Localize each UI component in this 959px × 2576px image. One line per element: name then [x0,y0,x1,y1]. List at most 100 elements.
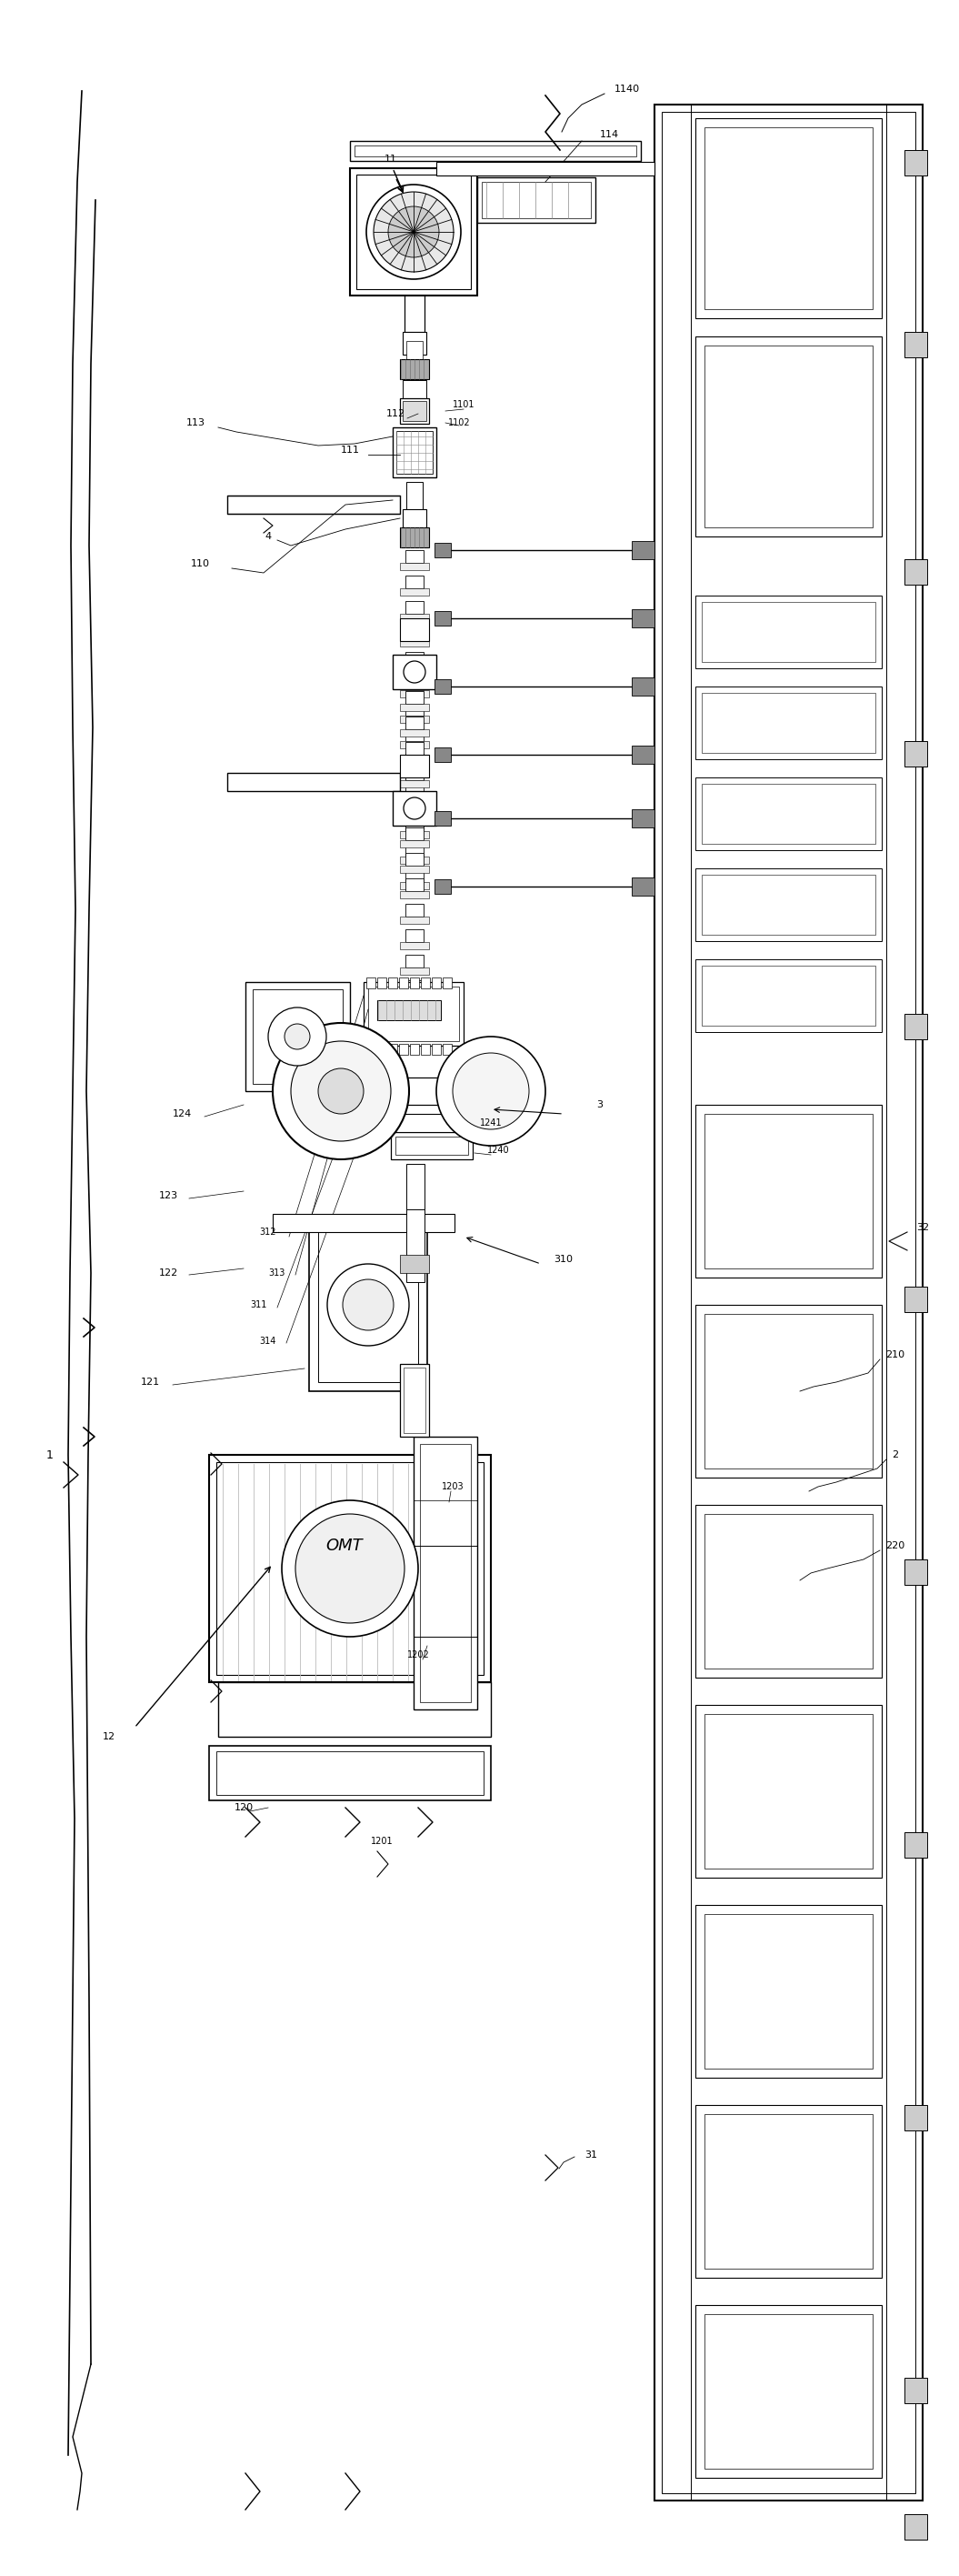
Bar [434,811,451,827]
Bar [309,1218,427,1391]
Bar [407,1164,425,1208]
Bar [400,866,429,873]
Bar [400,881,429,889]
Bar [405,296,425,332]
Bar [400,832,429,837]
Bar [403,332,427,355]
Bar [654,106,923,2501]
Bar [337,1077,496,1105]
Bar [904,1015,927,1038]
Text: 121: 121 [140,1378,159,1386]
Text: 3: 3 [596,1100,603,1110]
Bar [632,809,654,827]
Bar [695,2105,881,2277]
Bar [702,603,876,662]
Bar [695,1105,881,1278]
Bar [400,1255,429,1273]
Bar [318,1229,418,1383]
Bar [400,716,429,724]
Bar [443,976,452,989]
Bar [400,703,429,711]
Text: 1241: 1241 [480,1118,503,1128]
Bar [904,559,927,585]
Bar [407,482,423,510]
Bar [400,768,429,773]
Bar [702,966,876,1025]
Bar [695,868,881,940]
Bar [357,175,471,289]
Bar [400,755,429,762]
Text: 4: 4 [265,531,271,541]
Bar [702,876,876,935]
Bar [632,608,654,629]
Bar [695,778,881,850]
Circle shape [404,662,426,683]
Bar [400,943,429,951]
Bar [695,688,881,760]
Bar [478,178,596,222]
Bar [413,1437,478,1710]
Bar [377,1043,386,1054]
Bar [407,340,423,368]
Bar [396,430,433,474]
Text: 210: 210 [886,1350,905,1360]
Bar [632,878,654,896]
Bar [406,793,424,806]
Bar [403,381,427,399]
Bar [350,142,641,160]
Bar [705,1713,873,1868]
Bar [904,742,927,768]
Bar [272,1213,455,1231]
Text: 1: 1 [46,1448,54,1461]
Bar [406,551,424,562]
Bar [705,2115,873,2269]
Bar [406,742,424,755]
Bar [406,600,424,613]
Bar [400,781,429,788]
Bar [391,1113,473,1131]
Bar [400,690,429,698]
Bar [432,976,441,989]
Text: 12: 12 [103,1731,115,1741]
Bar [400,1363,429,1437]
Bar [632,744,654,765]
Bar [400,528,429,546]
Text: 111: 111 [340,446,360,453]
Text: 122: 122 [158,1267,177,1278]
Circle shape [282,1499,418,1636]
Bar [904,1832,927,1857]
Bar [695,1504,881,1677]
Circle shape [342,1280,393,1329]
Bar [406,930,424,943]
Bar [434,747,451,762]
Bar [253,989,342,1084]
Bar [705,1914,873,2069]
Bar [705,2313,873,2468]
Circle shape [374,191,454,273]
Bar [443,1043,452,1054]
Circle shape [272,1023,409,1159]
Bar [904,149,927,175]
Text: 123: 123 [158,1190,177,1200]
Bar [406,677,424,690]
Bar [695,118,881,319]
Bar [406,904,424,917]
Text: 11: 11 [385,155,397,165]
Bar [403,510,427,528]
Bar [434,680,451,693]
Bar [702,693,876,752]
Bar [246,981,350,1092]
Text: 220: 220 [886,1540,905,1551]
Text: 113: 113 [186,417,205,428]
Bar [400,613,429,621]
Text: OMT: OMT [325,1538,363,1553]
Bar [632,541,654,559]
Bar [904,2105,927,2130]
Bar [400,840,429,848]
Bar [377,999,441,1020]
Text: 124: 124 [173,1110,192,1118]
Bar [904,2514,927,2540]
Text: 1140: 1140 [615,85,640,93]
Bar [406,626,424,639]
Bar [406,768,424,781]
